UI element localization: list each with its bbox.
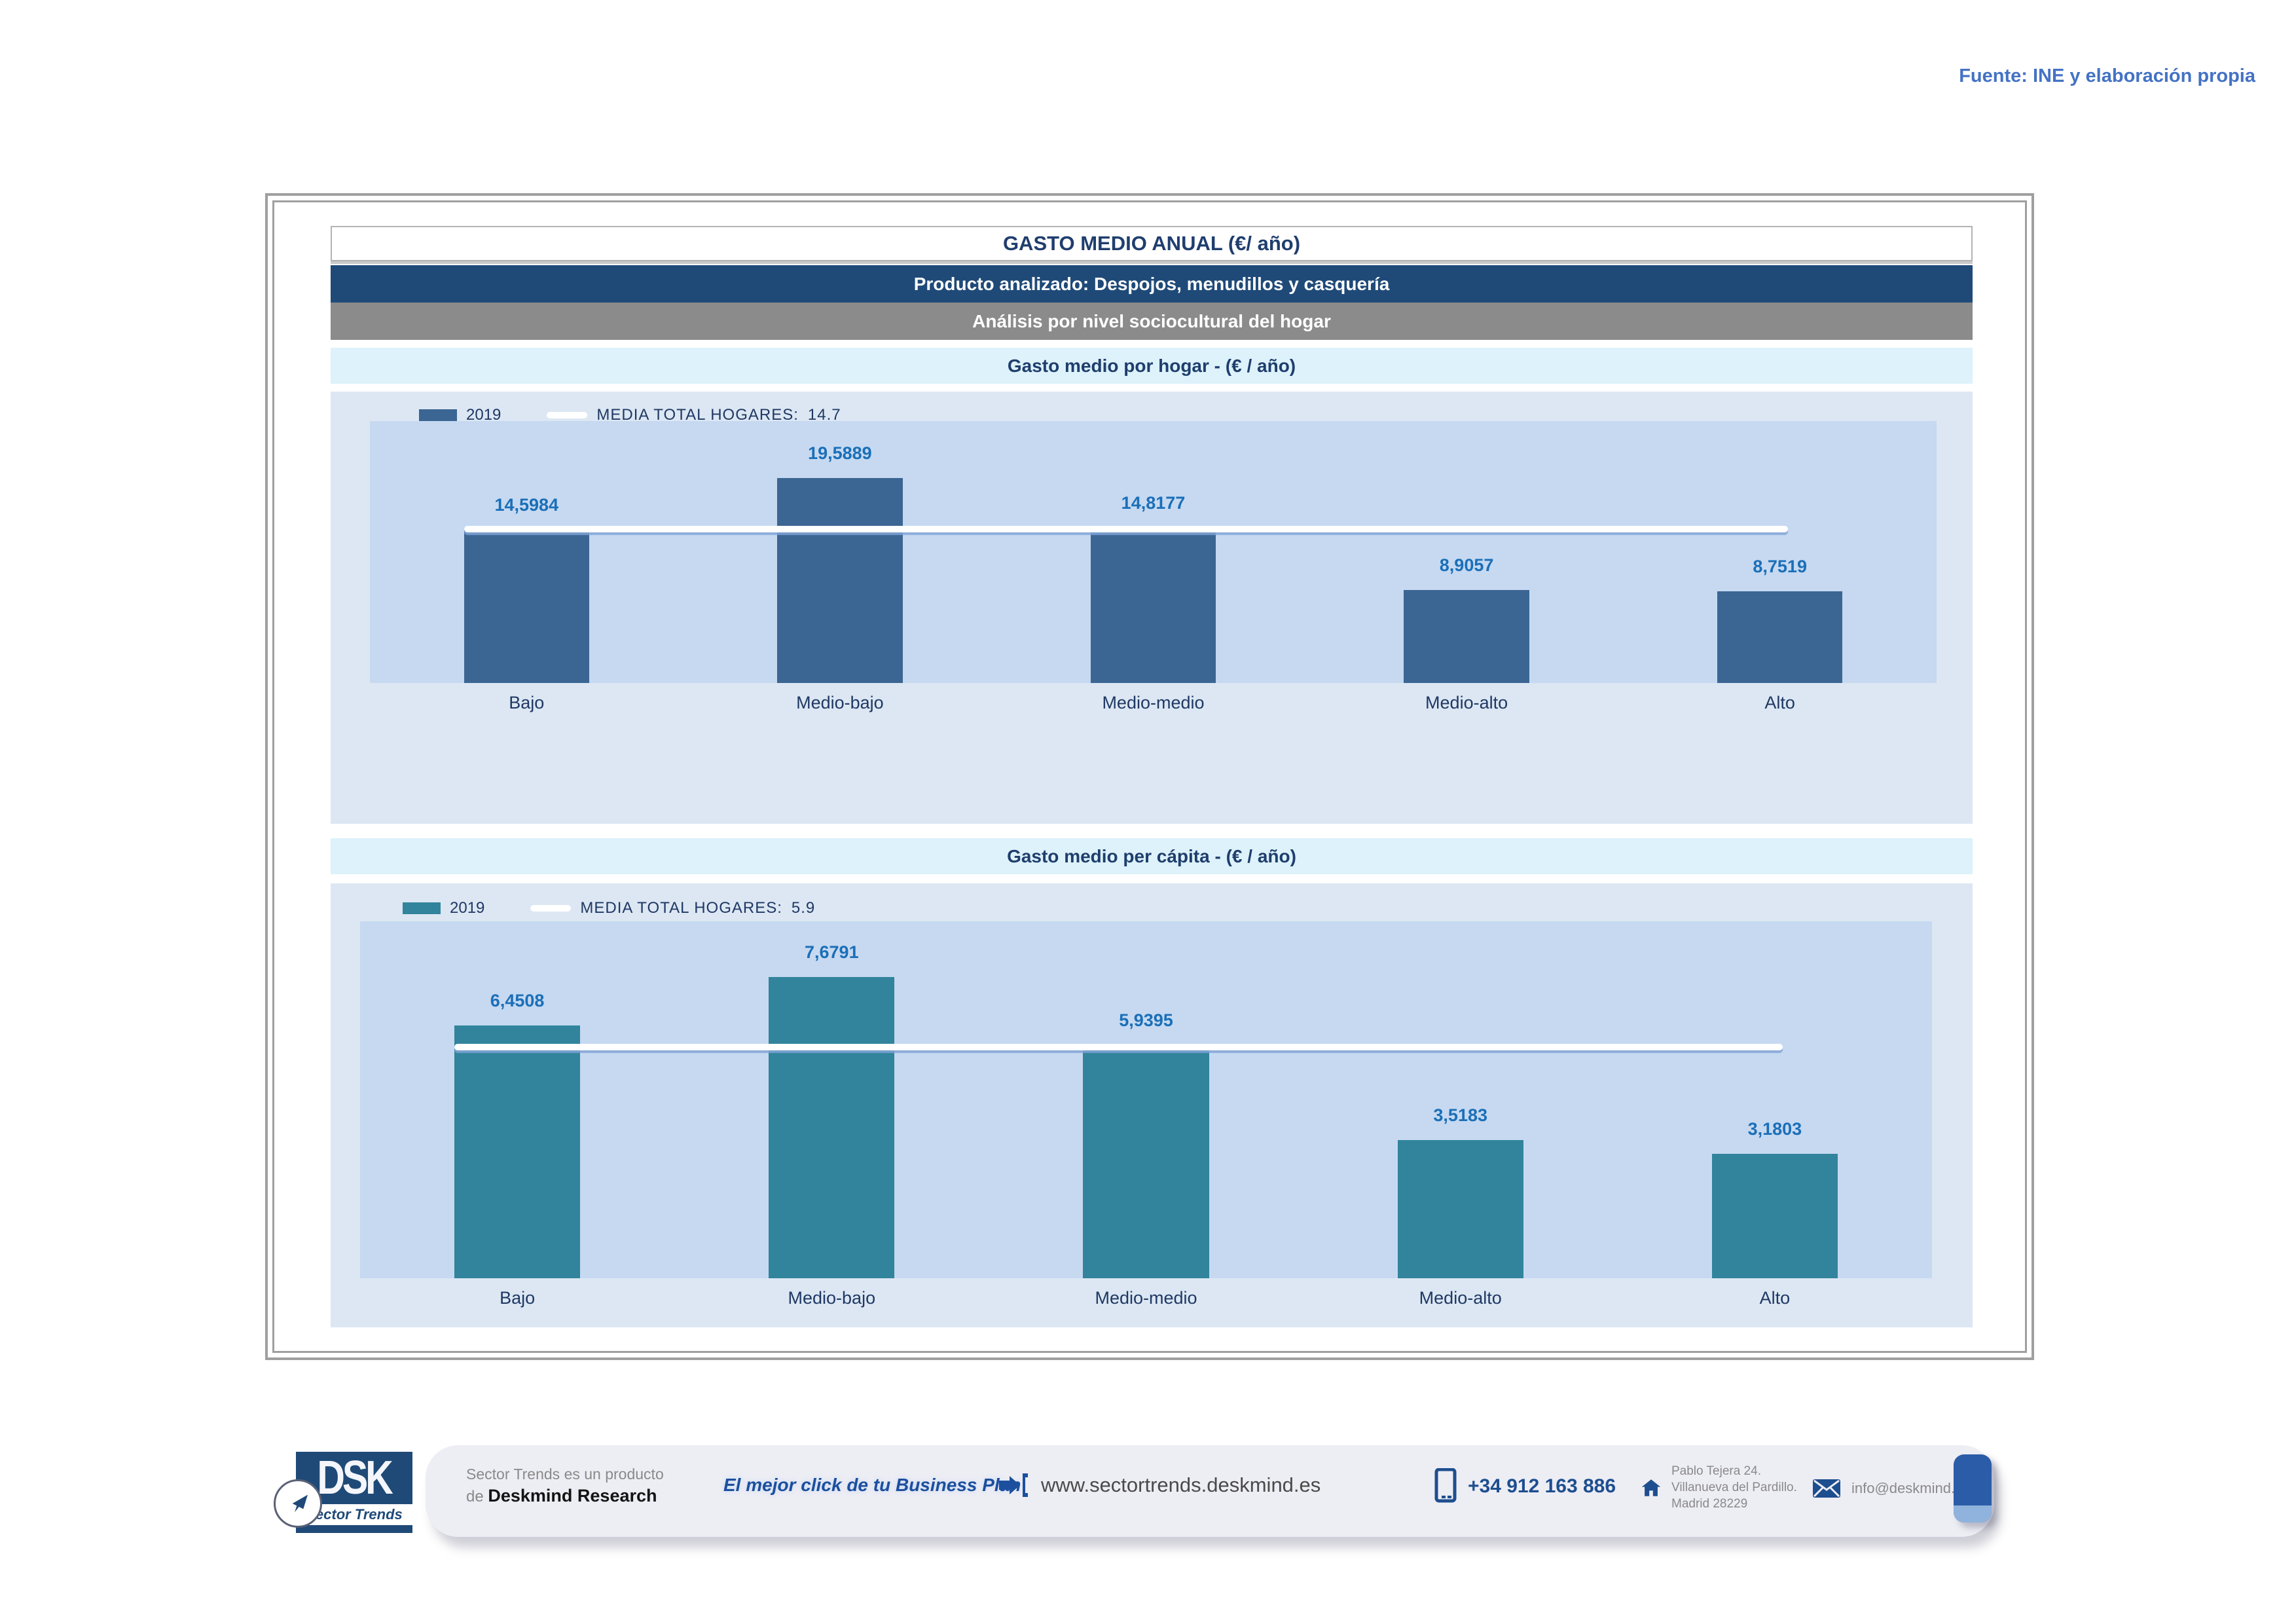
bar-slot: 8,9057: [1310, 421, 1624, 683]
footer-phone[interactable]: +34 912 163 886: [1434, 1468, 1616, 1505]
bar-medio-bajo: [777, 477, 903, 683]
series-swatch: [403, 902, 441, 914]
address-line: Madrid 28229: [1671, 1497, 1748, 1511]
media-label: MEDIA TOTAL HOGARES:: [596, 406, 799, 424]
bar-slot: 14,8177: [996, 421, 1310, 683]
source-note: Fuente: INE y elaboración propia: [1959, 65, 2255, 86]
footer-product-note-prefix: de: [466, 1488, 488, 1505]
value-label: 6,4508: [490, 990, 545, 1010]
bar-medio-medio: [1090, 527, 1216, 683]
value-label: 7,6791: [805, 942, 859, 963]
house-icon: [1640, 1477, 1662, 1499]
footer-phone-text: +34 912 163 886: [1468, 1475, 1616, 1497]
media-total-line: [454, 1043, 1783, 1050]
chart-capita: 2019 MEDIA TOTAL HOGARES: 5.9 6,4508 7,67…: [331, 883, 1973, 1327]
category-label-medio-medio: Medio-medio: [1095, 1288, 1197, 1308]
media-total-line: [464, 525, 1788, 532]
footer-product-note-line2: de Deskmind Research: [466, 1486, 664, 1506]
bar-medio-medio: [1083, 1045, 1209, 1278]
category-label-bajo: Bajo: [500, 1288, 536, 1308]
footer-email[interactable]: info@deskmind.es: [1812, 1479, 1970, 1498]
category-label-medio-alto: Medio-alto: [1425, 693, 1508, 712]
value-label: 8,7519: [1753, 556, 1807, 576]
footer-accent-pill: [1954, 1454, 1992, 1522]
footer-bar: [426, 1445, 1994, 1537]
report-frame: GASTO MEDIO ANUAL (€/ año) Producto anal…: [265, 193, 2034, 1360]
footer-email-text: info@deskmind.es: [1851, 1480, 1971, 1496]
series-swatch: [419, 409, 457, 421]
bar-slot: 7,6791: [674, 921, 989, 1278]
value-label: 3,5183: [1433, 1105, 1487, 1126]
dsk-logo-acronym: DSK: [317, 1452, 393, 1504]
smartphone-icon: [1434, 1468, 1457, 1505]
category-label-medio-bajo: Medio-bajo: [788, 1288, 876, 1308]
paper-plane-icon: [274, 1479, 322, 1528]
footer-address: Pablo Tejera 24. Villanueva del Pardillo…: [1640, 1463, 1797, 1512]
chart-capita-plot: 6,4508 7,6791 5,9395 3,5183 3,1803: [360, 921, 1932, 1278]
bar-bajo: [454, 1025, 581, 1278]
footer-website-link[interactable]: www.sectortrends.deskmind.es: [996, 1471, 1321, 1500]
footer-website-text: www.sectortrends.deskmind.es: [1041, 1473, 1321, 1496]
media-label: MEDIA TOTAL HOGARES:: [580, 899, 782, 917]
bar-slot: 5,9395: [989, 921, 1303, 1278]
dsk-logo-baseline: [296, 1525, 412, 1533]
media-value: 14.7: [807, 406, 841, 424]
category-label-medio-alto: Medio-alto: [1419, 1288, 1502, 1308]
media-line-swatch: [530, 905, 572, 912]
section-title-household: Gasto medio por hogar - (€ / año): [331, 348, 1973, 384]
series-label: 2019: [466, 406, 501, 424]
bar-bajo: [464, 530, 590, 683]
address-line: Pablo Tejera 24.: [1671, 1464, 1761, 1478]
category-label-medio-medio: Medio-medio: [1102, 693, 1205, 712]
bar-alto: [1711, 1153, 1838, 1278]
chart-household: 2019 MEDIA TOTAL HOGARES: 14.7 14,5984 19…: [331, 392, 1973, 824]
product-header: Producto analizado: Despojos, menudillos…: [331, 265, 1973, 303]
arrow-bracket-icon: [996, 1471, 1030, 1500]
bar-medio-alto: [1397, 1140, 1523, 1278]
address-line: Villanueva del Pardillo.: [1671, 1481, 1797, 1494]
chart-capita-legend: 2019 MEDIA TOTAL HOGARES: 5.9: [403, 899, 815, 917]
bar-medio-bajo: [769, 977, 895, 1278]
series-label: 2019: [450, 899, 485, 917]
value-label: 14,8177: [1121, 492, 1186, 513]
media-value: 5.9: [791, 899, 816, 917]
category-label-alto: Alto: [1764, 693, 1795, 712]
chart-household-categories: Bajo Medio-bajo Medio-medio Medio-alto Alto: [370, 693, 1937, 713]
bar-slot: 3,5183: [1303, 921, 1618, 1278]
footer-brand: Deskmind Research: [488, 1486, 657, 1505]
dsk-logo: DSK Sector Trends: [274, 1452, 412, 1534]
section-title-capita: Gasto medio per cápita - (€ / año): [331, 838, 1973, 874]
footer-accent-pill-bottom: [1954, 1505, 1992, 1522]
chart-capita-categories: Bajo Medio-bajo Medio-medio Medio-alto Alto: [360, 1288, 1932, 1308]
category-label-bajo: Bajo: [509, 693, 545, 712]
value-label: 14,5984: [494, 495, 559, 515]
value-label: 5,9395: [1119, 1010, 1173, 1031]
category-label-alto: Alto: [1759, 1288, 1791, 1308]
footer-product-note: Sector Trends es un producto de Deskmind…: [466, 1466, 664, 1506]
envelope-icon: [1812, 1479, 1841, 1498]
footer-tagline: El mejor click de tu Business Plan: [723, 1475, 1021, 1495]
chart-household-plot: 14,5984 19,5889 14,8177 8,9057 8,7519: [370, 421, 1937, 683]
value-label: 19,5889: [808, 443, 872, 463]
footer-address-lines: Pablo Tejera 24. Villanueva del Pardillo…: [1671, 1463, 1797, 1512]
page-title: GASTO MEDIO ANUAL (€/ año): [331, 226, 1973, 261]
value-label: 8,9057: [1439, 555, 1494, 575]
bar-slot: 8,7519: [1623, 421, 1937, 683]
bar-slot: 6,4508: [360, 921, 674, 1278]
bar-medio-alto: [1404, 589, 1529, 683]
chart-household-legend: 2019 MEDIA TOTAL HOGARES: 14.7: [419, 406, 841, 424]
report-frame-inner: GASTO MEDIO ANUAL (€/ año) Producto anal…: [272, 200, 2027, 1353]
media-line-swatch: [547, 412, 588, 418]
category-label-medio-bajo: Medio-bajo: [796, 693, 884, 712]
analysis-header: Análisis por nivel sociocultural del hog…: [331, 303, 1973, 340]
footer-product-note-line1: Sector Trends es un producto: [466, 1466, 664, 1483]
bar-slot: 14,5984: [370, 421, 683, 683]
bar-alto: [1717, 591, 1843, 683]
value-label: 3,1803: [1747, 1118, 1802, 1139]
bar-slot: 3,1803: [1618, 921, 1932, 1278]
bar-slot: 19,5889: [683, 421, 997, 683]
